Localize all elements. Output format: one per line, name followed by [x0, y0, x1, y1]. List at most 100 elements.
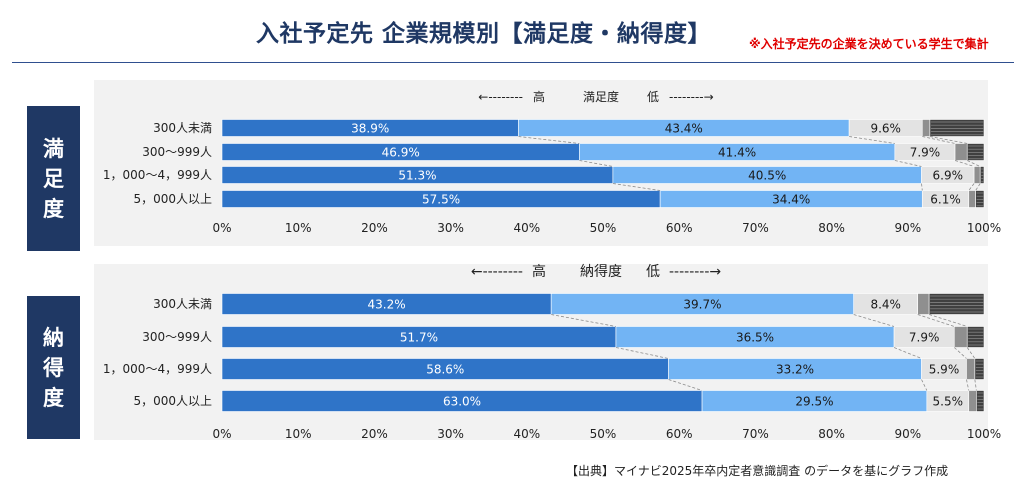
- satisfaction-data-label: 43.4%: [665, 122, 703, 136]
- acceptance-bar-seg5: [928, 293, 985, 315]
- satisfaction-x-tick-label: 10%: [285, 221, 312, 235]
- acceptance-scale-arrow-left: ←--------: [471, 264, 523, 280]
- acceptance-category-label: 300人未満: [153, 297, 212, 311]
- acceptance-data-label: 39.7%: [683, 298, 721, 312]
- acceptance-category-label: 300～999人: [142, 330, 212, 344]
- acceptance-data-label: 7.9%: [909, 331, 940, 345]
- satisfaction-category-label: 300人未満: [153, 121, 212, 135]
- satisfaction-connector-line: [579, 160, 613, 167]
- satisfaction-data-label: 38.9%: [351, 122, 389, 136]
- page-title: 入社予定先 企業規模別【満足度・納得度】: [256, 21, 712, 47]
- acceptance-data-label: 5.5%: [933, 395, 964, 409]
- acceptance-x-tick-label: 100%: [967, 427, 1001, 441]
- satisfaction-category-label: 5，000人以上: [133, 192, 212, 206]
- acceptance-x-tick-label: 0%: [212, 427, 231, 441]
- acceptance-connector-line: [954, 347, 967, 359]
- satisfaction-bar-seg4: [973, 166, 981, 184]
- acceptance-scale-low: 低: [646, 264, 660, 280]
- satisfaction-scale-arrow-right: --------→: [669, 90, 714, 104]
- acceptance-side-label-text: 納得度: [43, 325, 64, 410]
- satisfaction-bar-seg4: [968, 190, 976, 208]
- acceptance-x-tick-label: 60%: [666, 427, 693, 441]
- acceptance-bar-seg4: [968, 390, 977, 412]
- satisfaction-connector-line: [894, 160, 922, 167]
- satisfaction-x-tick-label: 70%: [742, 221, 769, 235]
- satisfaction-x-tick-label: 20%: [361, 221, 388, 235]
- acceptance-data-label: 36.5%: [736, 331, 774, 345]
- acceptance-x-tick-label: 10%: [285, 427, 312, 441]
- satisfaction-category-label: 1，000～4，999人: [103, 168, 212, 182]
- acceptance-data-label: 33.2%: [776, 363, 814, 377]
- satisfaction-connector-line: [922, 136, 956, 144]
- acceptance-scale-arrow-right: --------→: [669, 264, 721, 280]
- satisfaction-data-label: 6.1%: [930, 193, 961, 207]
- acceptance-bar-seg4: [966, 358, 976, 380]
- satisfaction-side-label: 満足度: [27, 106, 80, 251]
- title-note: ※入社予定先の企業を決めている学生で集計: [749, 37, 989, 51]
- satisfaction-scale-arrow-left: ←--------: [478, 90, 523, 104]
- acceptance-x-tick-label: 70%: [742, 427, 769, 441]
- satisfaction-data-label: 46.9%: [382, 146, 420, 160]
- acceptance-data-label: 8.4%: [870, 298, 901, 312]
- acceptance-connector-line: [668, 379, 703, 391]
- acceptance-bar-seg4: [953, 326, 968, 348]
- title-divider: [12, 62, 1014, 63]
- acceptance-data-label: 5.9%: [929, 363, 960, 377]
- acceptance-panel-bg: [94, 264, 988, 440]
- acceptance-connector-line: [921, 379, 928, 391]
- satisfaction-bar-seg5: [975, 190, 985, 208]
- acceptance-scale-high: 高: [532, 263, 546, 280]
- satisfaction-data-label: 51.3%: [398, 169, 436, 183]
- acceptance-connector-line: [966, 347, 976, 359]
- acceptance-scale-name: 納得度: [580, 263, 622, 280]
- acceptance-x-tick-label: 90%: [894, 427, 921, 441]
- satisfaction-x-tick-label: 100%: [967, 221, 1001, 235]
- acceptance-bar-seg5: [966, 326, 985, 348]
- satisfaction-data-label: 40.5%: [748, 169, 786, 183]
- acceptance-data-label: 58.6%: [426, 363, 464, 377]
- satisfaction-connector-line: [921, 183, 923, 191]
- satisfaction-x-tick-label: 50%: [590, 221, 617, 235]
- satisfaction-bar-seg5: [929, 119, 985, 137]
- acceptance-x-tick-label: 40%: [513, 427, 540, 441]
- acceptance-connector-line: [551, 314, 617, 327]
- acceptance-x-tick-label: 50%: [590, 427, 617, 441]
- acceptance-connector-line: [917, 314, 955, 327]
- acceptance-connector-line: [853, 314, 895, 327]
- acceptance-x-tick-label: 20%: [361, 427, 388, 441]
- satisfaction-data-label: 6.9%: [933, 169, 964, 183]
- satisfaction-x-tick-label: 80%: [818, 221, 845, 235]
- acceptance-data-label: 43.2%: [368, 298, 406, 312]
- acceptance-data-label: 29.5%: [795, 395, 833, 409]
- satisfaction-data-label: 57.5%: [422, 193, 460, 207]
- satisfaction-data-label: 7.9%: [910, 146, 941, 160]
- acceptance-data-label: 63.0%: [443, 395, 481, 409]
- acceptance-data-label: 51.7%: [400, 331, 438, 345]
- satisfaction-data-label: 9.6%: [870, 122, 901, 136]
- acceptance-connector-line: [615, 347, 669, 359]
- satisfaction-bar-seg5: [966, 143, 985, 161]
- title-area: 入社予定先 企業規模別【満足度・納得度】 ※入社予定先の企業を決めている学生で集…: [0, 0, 1024, 63]
- satisfaction-connector-line: [612, 183, 661, 191]
- acceptance-x-tick-label: 80%: [818, 427, 845, 441]
- satisfaction-bar-seg5: [979, 166, 985, 184]
- acceptance-bar-seg4: [917, 293, 930, 315]
- acceptance-x-tick-label: 30%: [437, 427, 464, 441]
- satisfaction-x-tick-label: 90%: [894, 221, 921, 235]
- satisfaction-connector-line: [967, 160, 981, 167]
- acceptance-connector-line: [974, 379, 977, 391]
- satisfaction-category-label: 300～999人: [142, 145, 212, 159]
- satisfaction-x-tick-label: 0%: [212, 221, 231, 235]
- satisfaction-data-label: 34.4%: [772, 193, 810, 207]
- acceptance-connector-line: [929, 314, 968, 327]
- satisfaction-connector-line: [975, 183, 981, 191]
- satisfaction-bar-seg4: [921, 119, 931, 137]
- satisfaction-x-tick-label: 40%: [513, 221, 540, 235]
- satisfaction-connector-line: [849, 136, 895, 144]
- acceptance-bar-seg5: [974, 358, 985, 380]
- satisfaction-side-label-text: 満足度: [43, 136, 64, 221]
- satisfaction-scale-name: 満足度: [583, 89, 619, 104]
- satisfaction-scale-high: 高: [533, 89, 545, 104]
- satisfaction-x-tick-label: 60%: [666, 221, 693, 235]
